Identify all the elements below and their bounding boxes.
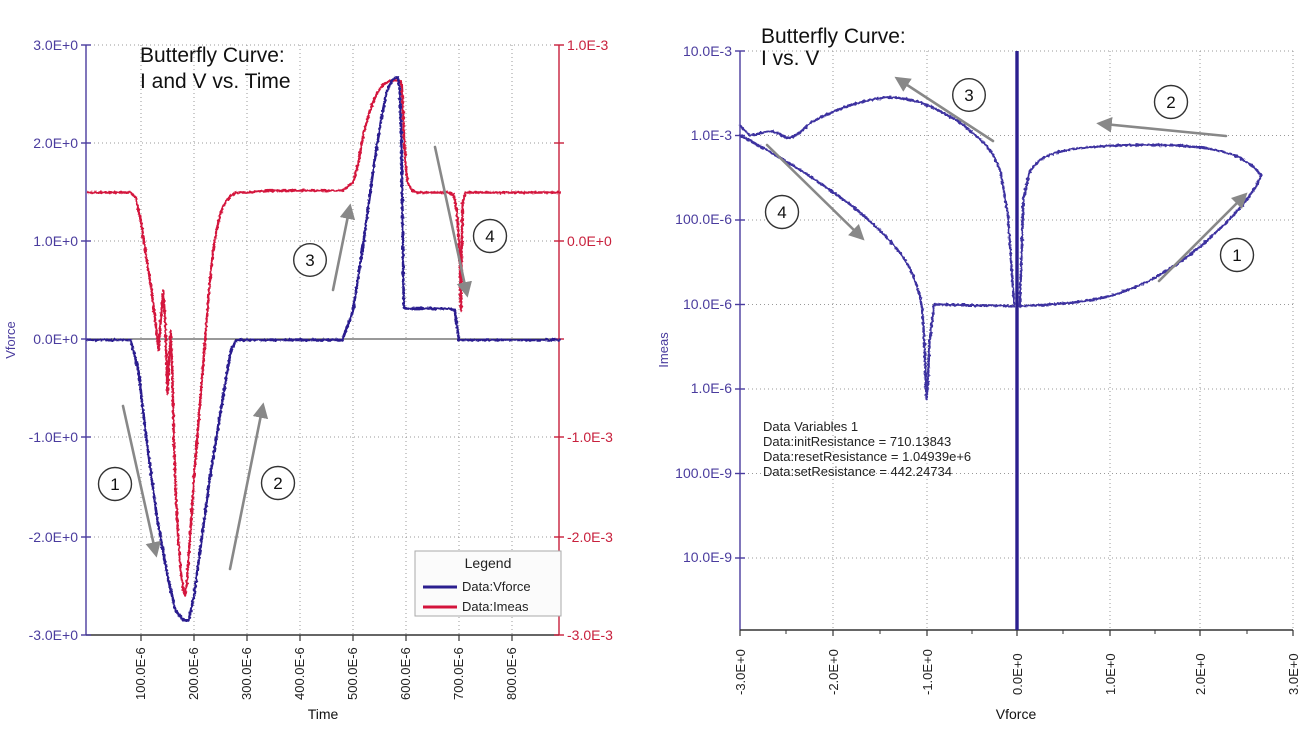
svg-text:-3.0E+0: -3.0E+0 (733, 649, 748, 695)
svg-text:4: 4 (485, 227, 494, 246)
svg-text:-3.0E+0: -3.0E+0 (29, 627, 79, 643)
svg-text:Data:setResistance = 442.24734: Data:setResistance = 442.24734 (763, 464, 952, 479)
svg-text:100.0E-9: 100.0E-9 (675, 465, 732, 481)
svg-text:Vforce: Vforce (3, 321, 18, 359)
svg-text:Time: Time (308, 706, 339, 722)
svg-text:I and V vs. Time: I and V vs. Time (140, 70, 291, 93)
svg-text:500.0E-6: 500.0E-6 (345, 647, 360, 700)
svg-text:0.0E+0: 0.0E+0 (567, 233, 612, 249)
svg-text:-2.0E+0: -2.0E+0 (826, 649, 841, 695)
svg-text:2.0E+0: 2.0E+0 (33, 135, 78, 151)
svg-text:0.0E+0: 0.0E+0 (1010, 653, 1025, 695)
svg-text:-3.0E-3: -3.0E-3 (567, 627, 613, 643)
svg-text:700.0E-6: 700.0E-6 (451, 647, 466, 700)
svg-text:300.0E-6: 300.0E-6 (239, 647, 254, 700)
svg-text:Legend: Legend (465, 555, 512, 571)
svg-text:2: 2 (273, 474, 282, 493)
svg-text:Data:Imeas: Data:Imeas (462, 599, 529, 614)
svg-text:3: 3 (964, 86, 973, 105)
svg-text:Data:resetResistance = 1.04939: Data:resetResistance = 1.04939e+6 (763, 449, 971, 464)
svg-text:-1.0E-3: -1.0E-3 (567, 429, 613, 445)
svg-text:I vs. V: I vs. V (761, 47, 819, 70)
svg-text:Vforce: Vforce (996, 706, 1037, 722)
svg-text:Data Variables 1: Data Variables 1 (763, 419, 858, 434)
svg-text:3.0E+0: 3.0E+0 (33, 37, 78, 53)
svg-text:600.0E-6: 600.0E-6 (398, 647, 413, 700)
svg-text:-2.0E+0: -2.0E+0 (29, 529, 79, 545)
svg-text:1.0E-6: 1.0E-6 (691, 380, 732, 396)
svg-text:Data:initResistance = 710.1384: Data:initResistance = 710.13843 (763, 434, 951, 449)
svg-text:Data:Vforce: Data:Vforce (462, 579, 531, 594)
svg-text:-1.0E+0: -1.0E+0 (920, 649, 935, 695)
svg-text:Butterfly Curve:: Butterfly Curve: (140, 44, 285, 67)
svg-text:100.0E-6: 100.0E-6 (675, 211, 732, 227)
svg-text:0.0E+0: 0.0E+0 (33, 331, 78, 347)
svg-text:1.0E+0: 1.0E+0 (33, 233, 78, 249)
svg-text:3: 3 (305, 251, 314, 270)
svg-text:100.0E-6: 100.0E-6 (133, 647, 148, 700)
svg-text:10.0E-3: 10.0E-3 (683, 43, 732, 59)
svg-text:400.0E-6: 400.0E-6 (292, 647, 307, 700)
svg-text:Butterfly Curve:: Butterfly Curve: (761, 25, 906, 48)
svg-text:-1.0E+0: -1.0E+0 (29, 429, 79, 445)
svg-text:-2.0E-3: -2.0E-3 (567, 529, 613, 545)
svg-text:1: 1 (1232, 246, 1241, 265)
svg-text:1.0E-3: 1.0E-3 (691, 127, 732, 143)
svg-text:2.0E+0: 2.0E+0 (1193, 653, 1208, 695)
svg-text:3.0E+0: 3.0E+0 (1286, 653, 1301, 695)
svg-text:2: 2 (1166, 93, 1175, 112)
svg-text:10.0E-6: 10.0E-6 (683, 296, 732, 312)
svg-text:4: 4 (777, 203, 786, 222)
svg-text:800.0E-6: 800.0E-6 (504, 647, 519, 700)
svg-text:1.0E-3: 1.0E-3 (567, 37, 608, 53)
svg-text:1: 1 (110, 475, 119, 494)
svg-text:Imeas: Imeas (656, 332, 671, 368)
svg-text:10.0E-9: 10.0E-9 (683, 549, 732, 565)
svg-text:200.0E-6: 200.0E-6 (186, 647, 201, 700)
svg-text:1.0E+0: 1.0E+0 (1103, 653, 1118, 695)
